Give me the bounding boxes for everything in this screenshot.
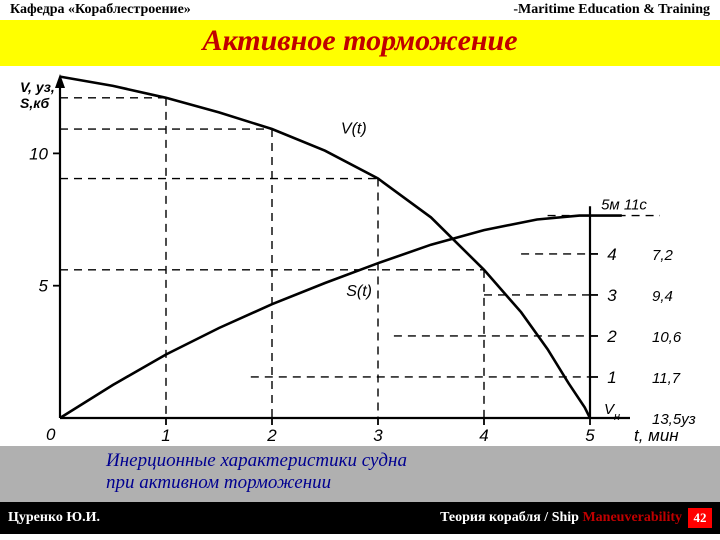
svg-text:5: 5 bbox=[585, 426, 595, 445]
svg-text:2: 2 bbox=[606, 327, 617, 346]
svg-text:7,2: 7,2 bbox=[652, 247, 674, 264]
svg-text:10,6: 10,6 bbox=[652, 329, 682, 346]
svg-text:Vн: Vн bbox=[604, 401, 620, 423]
footer: Цуренко Ю.И. Теория корабля / Ship Maneu… bbox=[0, 502, 720, 534]
header-right: -Maritime Education & Training bbox=[513, 2, 710, 18]
slide-number: 42 bbox=[688, 508, 712, 528]
svg-text:3: 3 bbox=[607, 286, 617, 305]
svg-text:13,5уз: 13,5уз bbox=[652, 411, 696, 428]
svg-text:3: 3 bbox=[373, 426, 383, 445]
footer-course-suffix: Maneuverability bbox=[582, 510, 682, 525]
footer-author: Цуренко Ю.И. bbox=[8, 510, 100, 526]
svg-text:S(t): S(t) bbox=[346, 283, 372, 300]
caption: Инерционные характеристики судна при акт… bbox=[106, 450, 407, 495]
chart-svg: 1 2 3 4 5 0 t, мин 5 10 V, уз,S,кб 5м 11с 4 3 2 1 Vн 7,2… bbox=[0, 66, 720, 446]
svg-text:5: 5 bbox=[39, 277, 49, 296]
svg-text:10: 10 bbox=[29, 144, 48, 163]
svg-text:V(t): V(t) bbox=[341, 121, 367, 138]
title-bar: Активное торможение bbox=[0, 20, 720, 66]
svg-text:S,кб: S,кб bbox=[20, 95, 49, 111]
svg-text:5м 11с: 5м 11с bbox=[601, 197, 647, 214]
svg-text:1: 1 bbox=[607, 368, 616, 387]
header-left: Кафедра «Кораблестроение» bbox=[10, 2, 191, 18]
svg-text:11,7: 11,7 bbox=[652, 370, 681, 387]
svg-text:9,4: 9,4 bbox=[652, 288, 673, 305]
chart: 1 2 3 4 5 0 t, мин 5 10 V, уз,S,кб 5м 11с 4 3 2 1 Vн 7,2… bbox=[0, 66, 720, 446]
svg-text:2: 2 bbox=[266, 426, 277, 445]
caption-band: Инерционные характеристики судна при акт… bbox=[0, 446, 720, 502]
svg-text:t, мин: t, мин bbox=[634, 426, 679, 445]
svg-text:V, уз,: V, уз, bbox=[20, 79, 55, 95]
page-title: Активное торможение bbox=[202, 24, 517, 57]
svg-text:4: 4 bbox=[479, 426, 488, 445]
svg-text:1: 1 bbox=[161, 426, 170, 445]
footer-course-prefix: Теория корабля / Ship bbox=[440, 510, 579, 525]
svg-text:4: 4 bbox=[607, 245, 616, 264]
caption-line2: при активном торможении bbox=[106, 472, 331, 493]
caption-line1: Инерционные характеристики судна bbox=[106, 450, 407, 471]
svg-text:0: 0 bbox=[46, 425, 56, 444]
